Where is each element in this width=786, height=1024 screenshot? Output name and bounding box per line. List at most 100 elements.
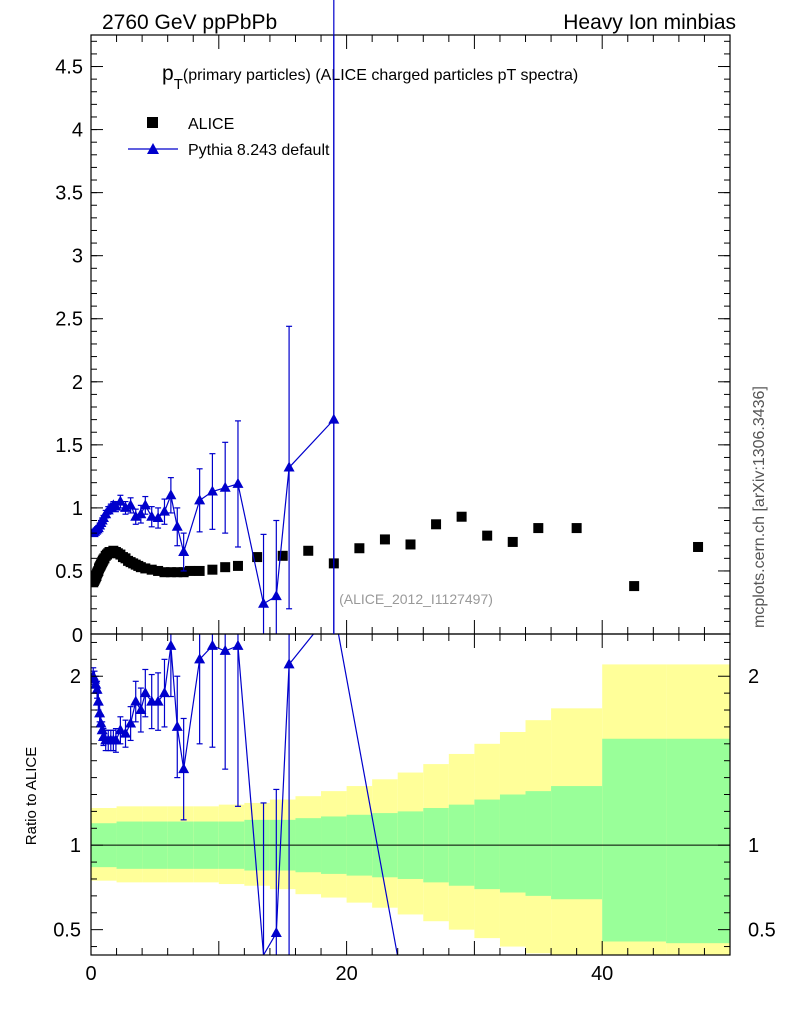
ratio-pythia-point [91, 678, 102, 689]
main-ytick-label: 2 [72, 372, 83, 394]
ratio-pythia-point [283, 658, 295, 669]
axis-ticks: 0.5 1 1.5 2 2.5 3 3.5 4 4.5 0 0 20 40 0.5 0.5 1 1 2 2 [53, 35, 776, 985]
alice-point [140, 563, 151, 574]
main-ytick-label: 0.5 [55, 561, 83, 583]
ratio-uncertainty-bands [91, 664, 730, 955]
ratio-pythia-point [270, 927, 282, 938]
pythia-point [158, 505, 170, 516]
alice-point [379, 534, 390, 545]
side-label: mcplots.cern.ch [arXiv:1306.3436] [751, 386, 768, 628]
main-ytick-label: 1.5 [55, 435, 83, 457]
alice-point [178, 567, 189, 578]
alice-point [277, 550, 288, 561]
alice-point [153, 565, 164, 576]
ratio-pythia-point [178, 763, 190, 774]
inner-band-bin [551, 786, 603, 900]
alice-point [482, 530, 493, 541]
ratio-pythia-point [194, 653, 206, 664]
pythia-point [146, 510, 158, 521]
pythia-point [171, 520, 183, 531]
ratio-pythia-point [171, 720, 183, 731]
alice-point [207, 564, 218, 575]
ratio-pythia-point [139, 687, 151, 698]
main-ytick-label-zero: 0 [72, 625, 83, 647]
ratio-pythia-point [125, 717, 137, 728]
main-title: pT(primary particles) (ALICE charged par… [162, 62, 578, 93]
ratio-pythia-point [120, 727, 132, 738]
ratio-ytick-label: 1 [70, 835, 81, 857]
alice-point [252, 552, 263, 563]
ratio-pythia-point [219, 644, 231, 655]
inner-band-bin [602, 738, 667, 942]
ratio-pythia-point [95, 717, 107, 728]
ratio-pythia-point [130, 695, 142, 706]
alice-point [629, 581, 640, 592]
ratio-pythia-point [96, 724, 108, 735]
header-right: Heavy Ion minbias [563, 11, 736, 34]
ratio-pythia-point [152, 695, 164, 706]
pythia-point [120, 501, 132, 512]
ratio-pythia-point [114, 724, 126, 735]
alice-point [354, 543, 365, 554]
main-ytick-label: 4 [72, 120, 83, 142]
ratio-xtick-label: 40 [591, 963, 613, 985]
ratio-pythia-point [232, 639, 244, 650]
alice-point [146, 564, 157, 575]
inner-band-bin [474, 799, 500, 890]
ratio-pythia-point [165, 639, 177, 650]
alice-point [533, 523, 544, 534]
ratio-ytick-label-right: 1 [748, 835, 759, 857]
pythia-point [206, 485, 218, 496]
ratio-ytick-label: 0.5 [53, 920, 81, 942]
pythia-point [283, 461, 295, 472]
ratio-ytick-label-right: 0.5 [748, 920, 776, 942]
legend-alice-marker [147, 117, 158, 128]
alice-point [431, 519, 442, 530]
ratio-pythia-line [92, 634, 399, 955]
pythia-point [219, 481, 231, 492]
inner-band-bin [525, 791, 552, 896]
ratio-pythia-point [94, 707, 106, 718]
main-panel-data [91, 35, 704, 634]
pythia-point [152, 511, 164, 522]
ratio-pythia-point [158, 687, 170, 698]
main-ytick-label: 4.5 [55, 57, 83, 79]
pythia-point [130, 510, 142, 521]
ratio-xtick-label: 20 [335, 963, 357, 985]
ratio-ytick-label: 2 [70, 666, 81, 688]
inner-band-bin [666, 738, 730, 944]
ratio-xtick-label: 0 [85, 963, 96, 985]
ratio-ytick-label-right: 2 [748, 666, 759, 688]
alice-point [220, 562, 231, 573]
inner-band-bin [499, 794, 526, 893]
main-ytick-label: 3.5 [55, 183, 83, 205]
legend-pythia-label: Pythia 8.243 default [188, 142, 330, 159]
pythia-point [258, 597, 270, 608]
main-ytick-label: 3 [72, 246, 83, 268]
alice-point [172, 567, 183, 578]
alice-point [456, 511, 467, 522]
header-left: 2760 GeV ppPbPb [102, 11, 277, 34]
alice-point [232, 560, 243, 571]
pythia-point [114, 495, 126, 506]
pythia-point [232, 477, 244, 488]
pythia-point [178, 546, 190, 557]
alice-point [693, 541, 704, 552]
ratio-ylabel: Ratio to ALICE [23, 747, 40, 845]
ratio-pythia-point [110, 734, 122, 745]
ratio-pythia-point [135, 704, 147, 715]
watermark: (ALICE_2012_I1127497) [339, 591, 493, 607]
ratio-pythia-point [92, 695, 104, 706]
ratio-panel-data [91, 634, 399, 955]
pythia-point [139, 499, 151, 510]
main-ytick-label: 1 [72, 498, 83, 520]
alice-point [571, 523, 582, 534]
alice-point [165, 567, 176, 578]
ratio-pythia-point [206, 639, 218, 650]
pythia-point [194, 494, 206, 505]
alice-point [185, 565, 196, 576]
pythia-point [270, 590, 282, 601]
alice-point [194, 565, 205, 576]
alice-point [303, 545, 314, 556]
